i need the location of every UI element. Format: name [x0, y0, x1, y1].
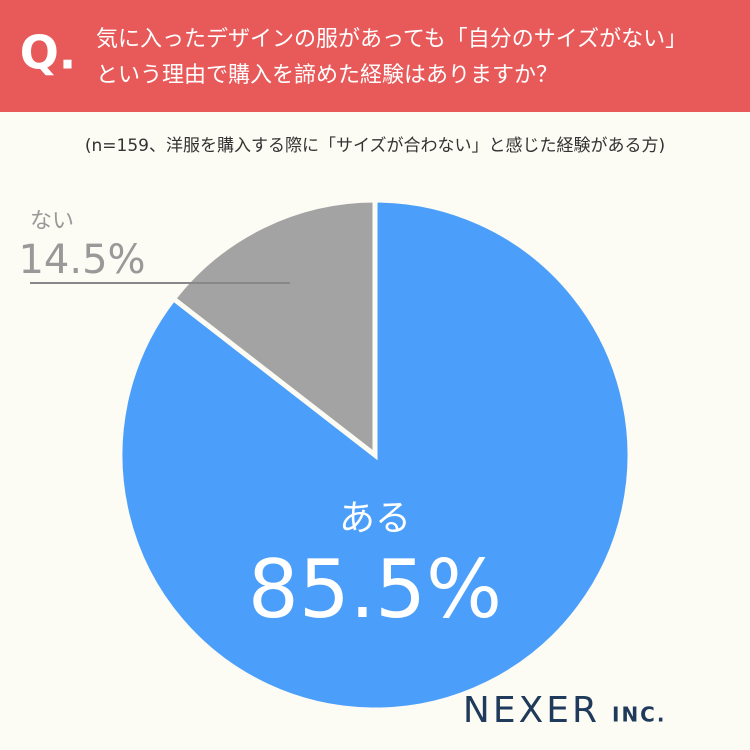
brand-suffix: INC. [612, 703, 666, 727]
pie [117, 180, 633, 713]
header-band [0, 0, 750, 112]
value-label: 85.5% [248, 543, 502, 636]
title-line: という理由で購入を諦めた経験はありますか？ [96, 63, 558, 88]
brand: NEXER [463, 690, 600, 731]
title-line: 気に入ったデザインの服があっても「自分のサイズがない」 [96, 27, 687, 52]
value-label: 14.5% [18, 237, 145, 283]
question-mark: Q. [20, 26, 77, 80]
category-label: ない [30, 209, 74, 234]
category-label: ある [339, 498, 411, 539]
subtitle: (n=159、洋服を購入する際に「サイズが合わない」と感じた経験がある方) [85, 136, 665, 156]
